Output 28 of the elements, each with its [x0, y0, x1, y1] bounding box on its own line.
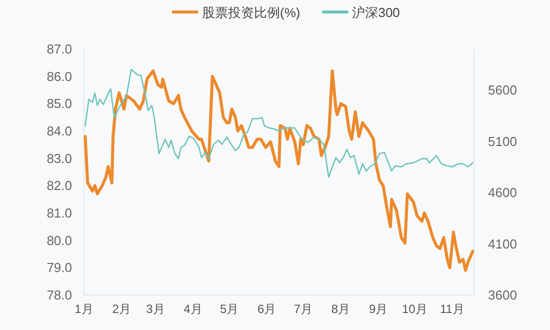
y-tick-label: 83.0: [46, 150, 72, 166]
y2-tick-label: 5600: [488, 82, 517, 98]
y2-tick-label: 3600: [488, 288, 517, 302]
x-tick-label: 3月: [146, 302, 165, 316]
x-tick-label: 10月: [402, 302, 428, 316]
x-tick-label: 8月: [331, 302, 350, 316]
y-tick-label: 87.0: [46, 42, 72, 56]
y2-tick-label: 4100: [488, 236, 517, 252]
y-tick-label: 86.0: [46, 68, 72, 84]
x-tick-label: 11月: [440, 302, 464, 316]
x-tick-label: 5月: [220, 302, 239, 316]
legend-label: 沪深300: [352, 5, 400, 20]
y-tick-label: 79.0: [46, 260, 72, 276]
y-tick-label: 85.0: [46, 96, 72, 112]
y2-tick-label: 5100: [488, 134, 517, 149]
x-tick-label: 6月: [258, 302, 276, 316]
y-tick-label: 84.0: [46, 124, 72, 138]
legend-label: 股票投资比例(%): [202, 5, 300, 20]
y-tick-label: 80.0: [46, 232, 72, 248]
y-tick-label: 81.0: [46, 206, 72, 220]
x-tick-label: 1月: [74, 302, 94, 316]
y2-tick-label: 4600: [488, 185, 517, 200]
x-tick-label: 9月: [368, 302, 388, 316]
x-tick-label: 2月: [112, 302, 131, 316]
x-tick-label: 4月: [184, 302, 202, 316]
x-tick-label: 7月: [294, 302, 313, 316]
y-tick-label: 82.0: [46, 178, 72, 194]
y-tick-label: 78.0: [46, 288, 72, 302]
